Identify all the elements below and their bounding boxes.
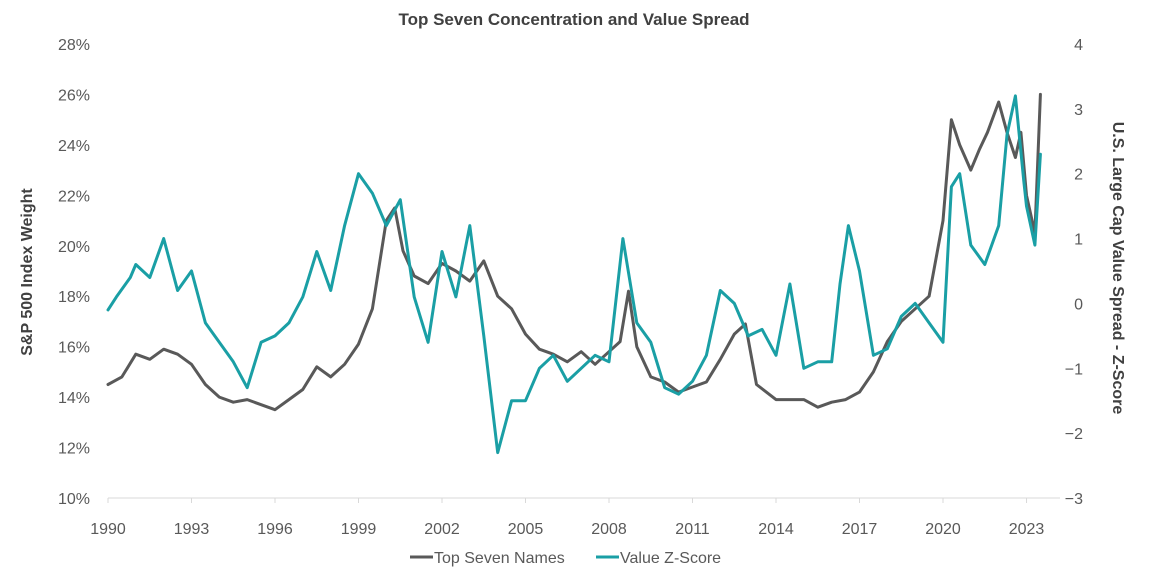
x-tick-label: 2014 xyxy=(758,521,794,538)
x-tick-label: 1999 xyxy=(341,521,377,538)
left-tick-label: 16% xyxy=(58,340,90,357)
x-tick-label: 2005 xyxy=(508,521,544,538)
x-tick-label: 1996 xyxy=(257,521,293,538)
left-tick-label: 26% xyxy=(58,87,90,104)
legend-label-value-z: Value Z-Score xyxy=(620,550,721,567)
right-tick-label: 2 xyxy=(1074,167,1083,184)
x-tick-label: 2023 xyxy=(1009,521,1045,538)
left-tick-label: 14% xyxy=(58,390,90,407)
chart-title: Top Seven Concentration and Value Spread xyxy=(398,10,749,29)
series-line-top-seven-names xyxy=(106,92,1042,412)
left-tick-label: 10% xyxy=(58,491,90,508)
right-tick-label: 0 xyxy=(1074,296,1083,313)
legend-label-top-seven: Top Seven Names xyxy=(434,550,565,567)
right-axis-ticks: −3 −2 −1 0 1 2 3 4 xyxy=(1065,37,1083,508)
x-tick-label: 2008 xyxy=(591,521,627,538)
left-tick-label: 12% xyxy=(58,441,90,458)
x-tick-label: 2020 xyxy=(925,521,961,538)
right-tick-label: −1 xyxy=(1065,361,1083,378)
left-axis-ticks: 10% 12% 14% 16% 18% 20% 22% 24% 26% 28% xyxy=(58,37,90,508)
left-tick-label: 28% xyxy=(58,37,90,54)
x-tick-label: 2011 xyxy=(675,521,710,538)
x-tick-label: 1993 xyxy=(174,521,210,538)
right-tick-label: −3 xyxy=(1065,491,1083,508)
left-tick-label: 24% xyxy=(58,138,90,155)
x-tick-label: 2002 xyxy=(424,521,460,538)
left-tick-label: 18% xyxy=(58,289,90,306)
right-axis-title: U.S. Large Cap Value Spread - Z-Score xyxy=(1109,122,1126,415)
x-axis-ticks: 1990 1993 1996 1999 2002 2005 2008 2011 2014 2017… xyxy=(90,498,1044,538)
x-tick-label: 1990 xyxy=(90,521,126,538)
right-tick-label: −2 xyxy=(1065,426,1083,443)
right-tick-label: 3 xyxy=(1074,102,1083,119)
right-tick-label: 1 xyxy=(1074,232,1083,249)
right-tick-label: 4 xyxy=(1074,37,1083,54)
left-tick-label: 20% xyxy=(58,239,90,256)
legend: Top Seven Names Value Z-Score xyxy=(410,550,721,567)
left-axis-title: S&P 500 Index Weight xyxy=(19,188,36,356)
series-layer xyxy=(106,92,1042,455)
series-line-value-z-score xyxy=(106,94,1042,455)
left-tick-label: 22% xyxy=(58,188,90,205)
x-tick-label: 2017 xyxy=(842,521,878,538)
